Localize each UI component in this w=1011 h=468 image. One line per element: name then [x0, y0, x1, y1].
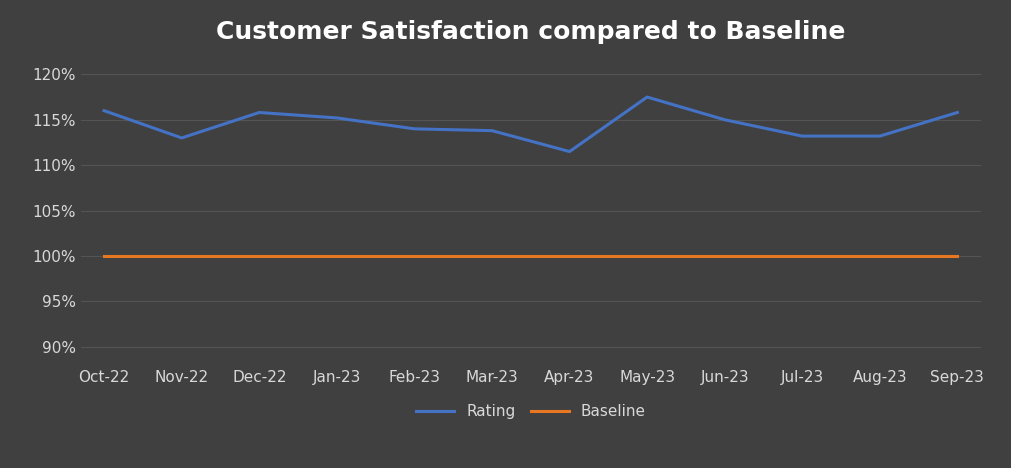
Baseline	[951, 253, 963, 259]
Rating	[719, 117, 731, 123]
Legend: Rating, Baseline: Rating, Baseline	[409, 398, 652, 425]
Baseline	[408, 253, 421, 259]
Baseline	[253, 253, 265, 259]
Rating	[331, 115, 343, 121]
Baseline	[797, 253, 809, 259]
Rating	[98, 108, 110, 113]
Line: Rating: Rating	[104, 97, 957, 152]
Rating	[951, 110, 963, 115]
Rating	[253, 110, 265, 115]
Rating	[408, 126, 421, 132]
Baseline	[486, 253, 498, 259]
Rating	[641, 94, 653, 100]
Rating	[486, 128, 498, 133]
Baseline	[98, 253, 110, 259]
Rating	[176, 135, 188, 141]
Baseline	[176, 253, 188, 259]
Baseline	[874, 253, 886, 259]
Rating	[874, 133, 886, 139]
Rating	[797, 133, 809, 139]
Baseline	[563, 253, 575, 259]
Baseline	[331, 253, 343, 259]
Rating	[563, 149, 575, 154]
Title: Customer Satisfaction compared to Baseline: Customer Satisfaction compared to Baseli…	[216, 21, 845, 44]
Baseline	[719, 253, 731, 259]
Baseline	[641, 253, 653, 259]
